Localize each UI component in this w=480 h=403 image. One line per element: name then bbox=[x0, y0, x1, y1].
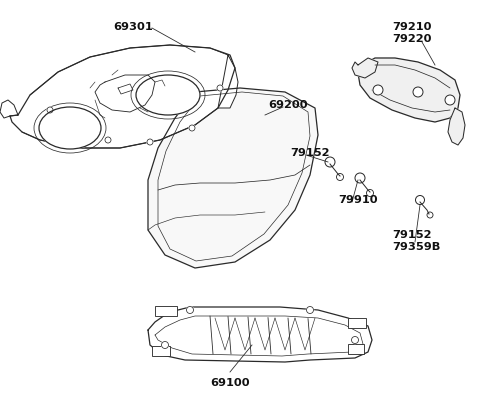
Polygon shape bbox=[352, 58, 378, 78]
Polygon shape bbox=[448, 108, 465, 145]
Circle shape bbox=[355, 173, 365, 183]
Polygon shape bbox=[148, 88, 318, 268]
Ellipse shape bbox=[39, 107, 101, 149]
Circle shape bbox=[351, 337, 359, 343]
Bar bbox=[348, 344, 364, 354]
Bar bbox=[155, 306, 177, 316]
Bar bbox=[152, 346, 170, 356]
Circle shape bbox=[307, 307, 313, 314]
Ellipse shape bbox=[136, 75, 200, 115]
Circle shape bbox=[187, 307, 193, 314]
Text: 79152: 79152 bbox=[290, 148, 329, 158]
Text: 79210
79220: 79210 79220 bbox=[392, 22, 432, 44]
Circle shape bbox=[427, 212, 433, 218]
Polygon shape bbox=[10, 45, 235, 148]
Text: 69301: 69301 bbox=[113, 22, 153, 32]
Polygon shape bbox=[95, 75, 155, 112]
Text: 79152
79359B: 79152 79359B bbox=[392, 230, 440, 251]
Text: 79910: 79910 bbox=[338, 195, 378, 205]
Circle shape bbox=[413, 87, 423, 97]
Bar bbox=[348, 318, 366, 328]
Polygon shape bbox=[218, 55, 238, 108]
Circle shape bbox=[325, 157, 335, 167]
Polygon shape bbox=[358, 58, 460, 122]
Circle shape bbox=[373, 85, 383, 95]
Polygon shape bbox=[148, 307, 372, 362]
Circle shape bbox=[161, 341, 168, 349]
Circle shape bbox=[217, 85, 223, 91]
Polygon shape bbox=[0, 100, 18, 118]
Circle shape bbox=[105, 137, 111, 143]
Circle shape bbox=[416, 195, 424, 204]
Text: 69200: 69200 bbox=[268, 100, 308, 110]
Circle shape bbox=[189, 125, 195, 131]
Text: 69100: 69100 bbox=[210, 378, 250, 388]
Circle shape bbox=[445, 95, 455, 105]
Circle shape bbox=[47, 107, 53, 113]
Circle shape bbox=[147, 139, 153, 145]
Circle shape bbox=[336, 174, 344, 181]
Circle shape bbox=[367, 189, 373, 197]
